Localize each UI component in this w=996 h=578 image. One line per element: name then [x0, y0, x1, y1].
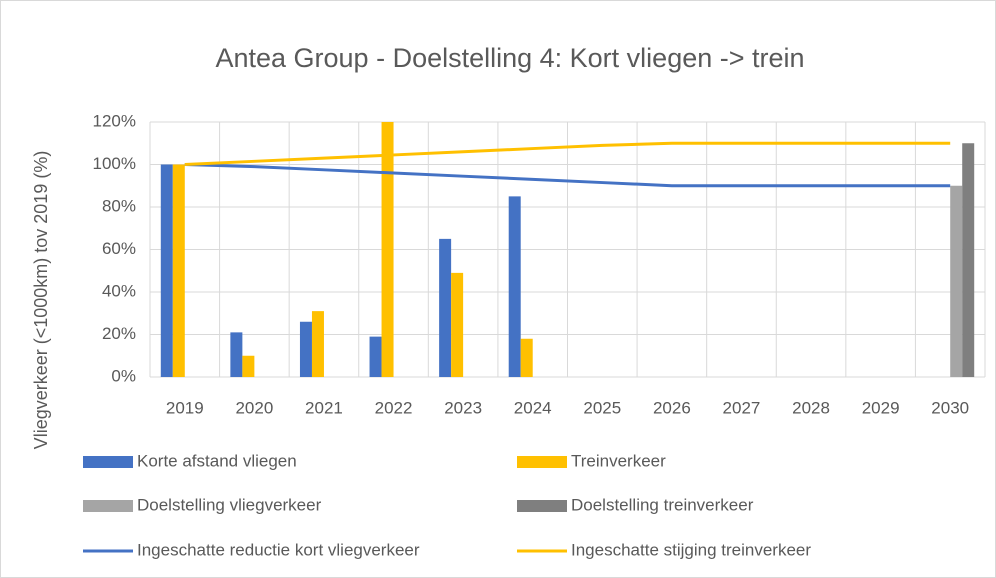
x-tick-label: 2021	[305, 398, 343, 417]
legend-label: Treinverkeer	[571, 451, 666, 470]
bar	[369, 336, 382, 377]
bar	[508, 196, 521, 377]
x-tick-label: 2025	[583, 398, 621, 417]
bar	[242, 355, 255, 377]
bar	[520, 338, 533, 377]
x-tick-label: 2026	[653, 398, 691, 417]
legend-label: Doelstelling vliegverkeer	[137, 495, 322, 514]
legend-label: Ingeschatte reductie kort vliegverkeer	[137, 540, 420, 559]
x-tick-label: 2023	[444, 398, 482, 417]
y-tick-label: 80%	[102, 196, 136, 215]
x-tick-label: 2020	[235, 398, 273, 417]
bar	[311, 311, 324, 377]
x-tick-label: 2027	[723, 398, 761, 417]
bar	[950, 185, 963, 377]
legend-swatch	[83, 456, 133, 468]
legend-swatch	[83, 500, 133, 512]
y-tick-label: 100%	[93, 154, 136, 173]
bar	[962, 143, 975, 377]
y-tick-label: 60%	[102, 239, 136, 258]
x-tick-label: 2030	[931, 398, 969, 417]
bar	[172, 164, 185, 377]
bar	[381, 122, 394, 377]
bar	[230, 332, 243, 377]
bar	[451, 272, 464, 377]
bar	[439, 238, 452, 377]
legend-swatch	[517, 500, 567, 512]
y-tick-label: 120%	[93, 111, 136, 130]
y-axis-label: Vliegverkeer (<1000km) tov 2019 (%)	[31, 151, 51, 450]
y-tick-label: 0%	[111, 366, 136, 385]
legend-label: Korte afstand vliegen	[137, 451, 297, 470]
chart-title: Antea Group - Doelstelling 4: Kort vlieg…	[215, 43, 804, 73]
x-tick-label: 2024	[514, 398, 552, 417]
x-tick-label: 2029	[862, 398, 900, 417]
legend-swatch	[517, 456, 567, 468]
line	[184, 141, 951, 166]
bar	[299, 321, 312, 377]
legend-label: Ingeschatte stijging treinverkeer	[571, 540, 811, 559]
y-tick-label: 40%	[102, 281, 136, 300]
legend-label: Doelstelling treinverkeer	[571, 495, 754, 514]
y-tick-label: 20%	[102, 324, 136, 343]
x-tick-label: 2022	[375, 398, 413, 417]
bar	[160, 164, 173, 377]
line	[184, 163, 951, 188]
x-tick-label: 2019	[166, 398, 204, 417]
x-tick-label: 2028	[792, 398, 830, 417]
